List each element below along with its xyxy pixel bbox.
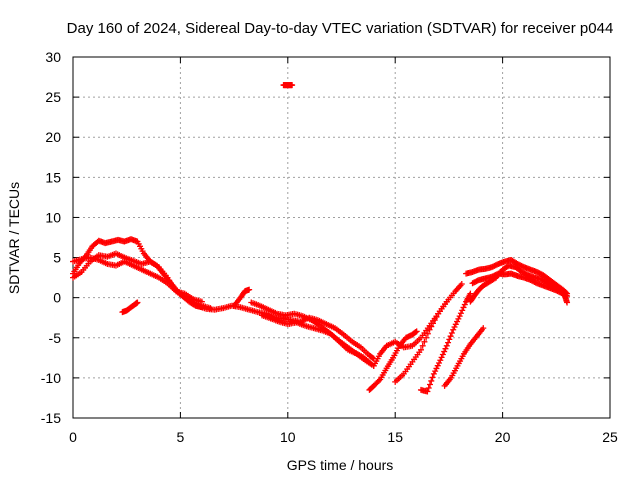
data-point <box>461 301 468 308</box>
data-point <box>467 290 474 297</box>
x-tick-label: 0 <box>69 429 77 445</box>
data-point <box>426 381 433 388</box>
data-point <box>459 307 466 314</box>
y-tick-label: 0 <box>53 290 61 306</box>
x-tick-label: 20 <box>495 429 511 445</box>
data-point <box>456 313 463 320</box>
data-point <box>419 342 426 349</box>
data-point <box>428 377 435 384</box>
y-tick-label: 15 <box>45 169 61 185</box>
data-point <box>246 286 253 293</box>
data-point <box>438 354 445 361</box>
data-point <box>452 321 459 328</box>
data-point <box>480 325 487 332</box>
data-point <box>433 365 440 372</box>
data-point <box>458 281 465 288</box>
x-tick-label: 10 <box>280 429 296 445</box>
data-point <box>425 384 432 391</box>
data-point <box>423 334 430 341</box>
data-point <box>431 317 438 324</box>
y-axis-label: SDTVAR / TECUs <box>6 182 22 294</box>
chart-title: Day 160 of 2024, Sidereal Day-to-day VTE… <box>67 20 614 37</box>
data-point <box>441 348 448 355</box>
data-point <box>289 82 296 89</box>
data-point <box>134 299 141 306</box>
data-point <box>564 299 571 306</box>
x-tick-label: 5 <box>177 429 185 445</box>
data-point <box>460 304 467 311</box>
y-tick-label: -5 <box>49 330 62 346</box>
y-tick-label: -10 <box>41 370 61 386</box>
data-point <box>443 342 450 349</box>
x-axis-label: GPS time / hours <box>287 457 394 473</box>
y-tick-label: -15 <box>41 410 61 426</box>
data-point <box>426 326 433 333</box>
data-point <box>432 368 439 375</box>
data-point <box>424 388 431 395</box>
data-point <box>454 318 461 325</box>
grid <box>73 57 610 418</box>
y-tick-label: 30 <box>45 49 61 65</box>
data-point <box>455 315 462 322</box>
data-point <box>451 324 458 331</box>
y-tick-label: 20 <box>45 129 61 145</box>
data-point <box>375 377 382 384</box>
data-point <box>434 362 441 369</box>
data-point <box>430 320 437 327</box>
data-point <box>417 346 424 353</box>
data-point <box>430 370 437 377</box>
data-point <box>448 329 455 336</box>
y-axis: -15 -10 -5 0 5 10 15 20 25 30 <box>41 49 610 426</box>
y-tick-label: 10 <box>45 209 61 225</box>
data-point <box>198 298 205 305</box>
y-tick-label: 5 <box>53 250 61 266</box>
data-point <box>442 345 449 352</box>
data-points <box>70 82 571 395</box>
data-point <box>450 326 457 333</box>
x-axis: 0 5 10 15 20 25 <box>69 57 618 445</box>
data-point <box>421 338 428 345</box>
data-point <box>424 330 431 337</box>
data-point <box>436 359 443 366</box>
data-point <box>433 313 440 320</box>
data-point <box>447 333 454 340</box>
x-tick-label: 25 <box>602 429 618 445</box>
data-point <box>445 339 452 346</box>
data-point <box>446 336 453 343</box>
data-point <box>457 310 464 317</box>
data-point <box>413 328 420 335</box>
x-tick-label: 15 <box>387 429 403 445</box>
data-point <box>428 323 435 330</box>
y-tick-label: 25 <box>45 89 61 105</box>
data-point <box>439 351 446 358</box>
data-point <box>429 374 436 381</box>
data-point <box>437 357 444 364</box>
plot-frame <box>72 56 611 419</box>
